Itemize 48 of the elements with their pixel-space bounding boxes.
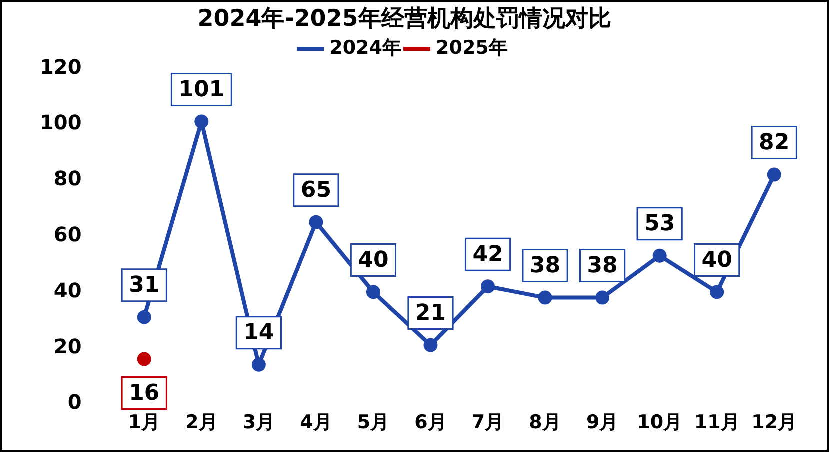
data-label: 40 [358,248,389,273]
x-tick-label: 8月 [529,411,562,434]
data-label: 101 [178,77,225,102]
x-tick-label: 12月 [752,411,798,434]
y-tick-label: 60 [54,222,82,247]
data-label: 38 [530,254,561,279]
point [194,114,209,129]
data-label: 14 [244,320,274,346]
y-tick-label: 20 [54,334,82,358]
point [252,358,266,372]
data-label: 16 [129,381,160,406]
point [481,280,496,294]
y-tick-label: 80 [54,166,82,191]
legend-label: 2025年 [436,37,508,60]
y-tick-label: 0 [68,390,82,414]
point [424,338,438,352]
x-tick-label: 2月 [186,411,218,434]
data-label: 21 [415,301,446,326]
point [137,310,152,324]
point [366,285,380,300]
point [767,168,782,182]
point [710,285,724,300]
y-tick-label: 120 [40,54,82,79]
data-label: 40 [702,248,732,273]
data-label: 38 [587,254,618,279]
x-tick-label: 4月 [300,411,332,434]
x-tick-label: 6月 [414,411,447,434]
point [538,290,552,305]
chart-title: 2024年-2025年经营机构处罚情况对比 [198,6,612,32]
data-label: 42 [472,242,504,268]
y-tick-label: 100 [40,110,82,135]
x-tick-label: 7月 [472,411,504,434]
x-tick-label: 9月 [586,411,619,434]
x-tick-label: 10月 [637,411,683,434]
point [309,215,324,230]
legend-label: 2024年 [330,37,402,60]
data-label: 53 [644,212,676,237]
y-tick-label: 40 [54,278,82,302]
x-tick-label: 5月 [357,411,390,434]
data-label: 31 [129,273,160,298]
point [652,248,667,263]
data-label: 82 [759,130,790,156]
x-tick-label: 1月 [128,411,160,434]
data-label: 65 [300,178,332,204]
x-tick-label: 3月 [242,411,276,434]
point [137,352,152,366]
point [596,290,610,305]
x-tick-label: 11月 [694,411,740,434]
